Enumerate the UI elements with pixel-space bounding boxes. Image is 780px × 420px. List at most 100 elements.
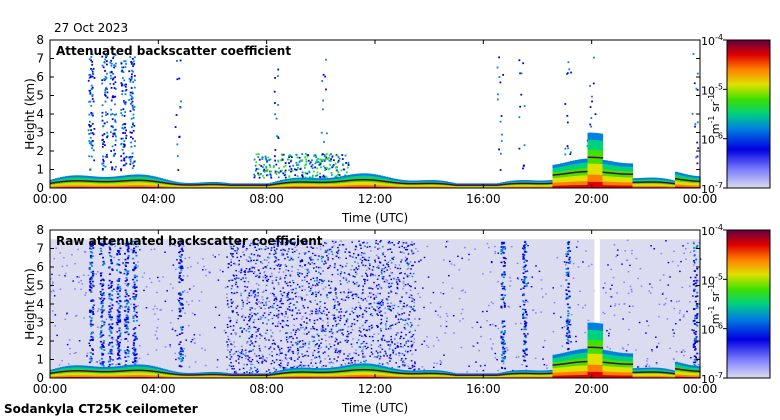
cloud-cell xyxy=(319,175,321,178)
noise-cell xyxy=(295,317,298,320)
boundary-layer-cell xyxy=(620,162,624,167)
boundary-layer-cell xyxy=(477,185,481,188)
noise-cell xyxy=(398,313,400,316)
noise-cell xyxy=(230,292,233,294)
boundary-layer-cell xyxy=(290,183,294,187)
noise-cell xyxy=(246,247,248,250)
cloud-cell xyxy=(124,111,127,113)
boundary-layer-cell xyxy=(50,180,54,183)
noise-cell xyxy=(390,282,393,285)
noise-cell xyxy=(252,259,255,262)
cloud-cell xyxy=(115,165,117,168)
boundary-layer-cell xyxy=(312,179,316,182)
boundary-layer-cell xyxy=(157,177,161,180)
noise-cell xyxy=(347,355,349,357)
noise-cell xyxy=(309,320,311,322)
noise-cell xyxy=(274,240,277,242)
layer-top-cell xyxy=(247,184,251,186)
noise-cell xyxy=(72,280,75,282)
boundary-layer-cell xyxy=(565,176,569,183)
noise-cell xyxy=(412,334,415,336)
noise-cell xyxy=(258,305,261,308)
cloud-cell xyxy=(104,91,106,94)
noise-cell xyxy=(332,332,334,334)
noise-cell xyxy=(372,293,375,296)
boundary-layer-cell xyxy=(337,182,341,186)
boundary-layer-cell xyxy=(112,182,116,186)
noise-cell xyxy=(389,325,392,328)
cloud-cell xyxy=(263,176,265,179)
cloud-cell xyxy=(110,77,112,80)
noise-cell xyxy=(303,252,306,254)
noise-cell xyxy=(364,321,367,324)
cloud-cell xyxy=(320,166,322,169)
boundary-layer-cell xyxy=(180,183,184,185)
boundary-layer-cell xyxy=(570,161,574,165)
boundary-layer-cell xyxy=(97,182,101,186)
noise-cell xyxy=(290,341,293,343)
cloud-cell xyxy=(310,165,313,168)
y-tick-label: 4 xyxy=(36,107,44,121)
layer-top-cell xyxy=(150,180,154,182)
layer-top-cell xyxy=(392,181,396,184)
cloud-cell xyxy=(110,108,113,111)
noise-cell xyxy=(409,261,412,263)
noise-cell xyxy=(254,246,257,248)
boundary-layer-cell xyxy=(122,186,126,189)
cloud-cell xyxy=(106,131,109,134)
noise-cell xyxy=(384,323,387,325)
boundary-layer-cell xyxy=(215,185,219,188)
cloud-cell xyxy=(123,159,126,162)
layer-top-cell xyxy=(442,183,446,185)
noise-cell xyxy=(326,308,328,311)
layer-top-cell xyxy=(620,173,624,175)
noise-cell xyxy=(216,359,219,361)
boundary-layer-cell xyxy=(650,183,654,186)
noise-cell xyxy=(340,298,343,300)
cloud-cell xyxy=(104,165,107,168)
boundary-layer-cell xyxy=(320,179,324,182)
cloud-cell xyxy=(106,91,109,94)
noise-cell xyxy=(614,305,616,307)
noise-cell xyxy=(256,259,259,261)
noise-cell xyxy=(305,317,308,319)
noise-cell xyxy=(395,334,398,336)
noise-cell xyxy=(460,290,463,292)
boundary-layer-cell xyxy=(160,185,164,188)
noise-cell xyxy=(401,251,404,253)
boundary-layer-cell xyxy=(595,139,599,150)
cloud-cell xyxy=(258,158,261,161)
boundary-layer-cell xyxy=(215,182,219,185)
cloud-cell xyxy=(499,152,502,155)
noise-cell xyxy=(278,271,280,274)
boundary-layer-cell xyxy=(217,182,221,184)
noise-cell xyxy=(380,287,383,289)
cloud-cell xyxy=(569,151,572,154)
boundary-layer-cell xyxy=(277,184,281,187)
noise-cell xyxy=(130,303,132,305)
noise-cell xyxy=(261,302,264,304)
noise-cell xyxy=(330,330,333,332)
noise-cell xyxy=(255,259,258,262)
boundary-layer-cell xyxy=(542,186,546,188)
boundary-layer-cell xyxy=(297,178,301,182)
layer-top-cell xyxy=(232,184,236,186)
boundary-layer-cell xyxy=(560,185,564,189)
boundary-layer-cell xyxy=(187,185,191,188)
cloud-cell xyxy=(124,93,127,96)
noise-cell xyxy=(421,343,423,346)
noise-cell xyxy=(663,304,665,306)
noise-cell xyxy=(310,301,312,304)
boundary-layer-cell xyxy=(125,182,129,186)
noise-cell xyxy=(367,346,369,349)
noise-cell xyxy=(417,324,420,327)
cloud-cell xyxy=(282,172,285,175)
noise-cell xyxy=(650,292,652,294)
noise-cell xyxy=(56,334,58,337)
boundary-layer-cell xyxy=(352,181,356,186)
noise-cell xyxy=(156,276,159,279)
cloud-cell xyxy=(91,60,94,63)
noise-cell xyxy=(241,356,243,359)
boundary-layer-cell xyxy=(472,183,476,185)
boundary-layer-cell xyxy=(647,178,651,182)
